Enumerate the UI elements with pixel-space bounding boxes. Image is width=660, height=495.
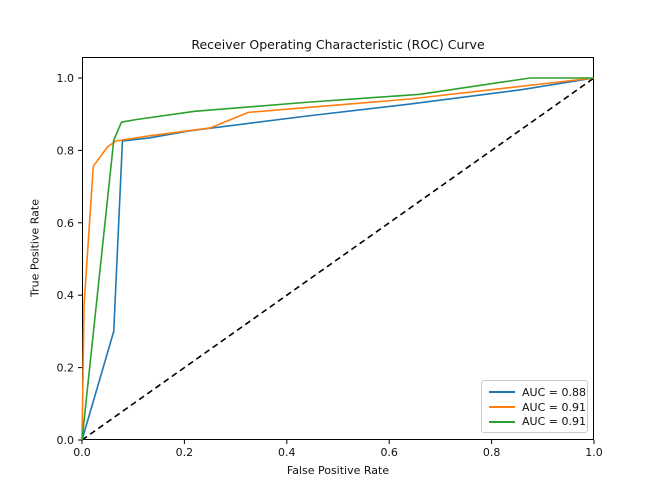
legend-row: AUC = 0.91 <box>489 414 586 429</box>
x-tick-label: 0.0 <box>73 446 91 459</box>
x-tick-label: 0.8 <box>483 446 501 459</box>
legend-label: AUC = 0.88 <box>522 385 586 399</box>
x-tick-label: 1.0 <box>585 446 603 459</box>
legend-line-swatch-blue <box>489 391 515 394</box>
legend-line-swatch-orange <box>489 406 515 408</box>
x-tick-label: 0.4 <box>278 446 296 459</box>
axes-spines <box>82 57 594 440</box>
y-tick-label: 0.8 <box>57 144 75 157</box>
y-axis-label: True Positive Rate <box>28 199 42 297</box>
legend-label: AUC = 0.91 <box>522 415 586 429</box>
legend-box: AUC = 0.88 AUC = 0.91 AUC = 0.91 <box>481 380 588 433</box>
y-tick-label: 0.6 <box>57 217 75 230</box>
x-axis-label: False Positive Rate <box>286 464 390 477</box>
y-tick-label: 0.0 <box>57 434 75 447</box>
chart-title: Receiver Operating Characteristic (ROC) … <box>191 37 485 52</box>
legend-row: AUC = 0.91 <box>489 400 586 415</box>
y-tick-label: 0.4 <box>57 289 75 302</box>
x-tick-label: 0.2 <box>176 446 194 459</box>
roc-curve-2 <box>81 77 594 441</box>
x-tick-label: 0.6 <box>380 446 398 459</box>
y-tick-label: 0.2 <box>57 362 75 375</box>
y-tick-label: 1.0 <box>57 72 75 85</box>
roc-curve-1 <box>81 77 595 441</box>
legend-label: AUC = 0.91 <box>522 400 586 414</box>
reference-diagonal-line <box>81 77 595 441</box>
legend-row: AUC = 0.88 <box>489 385 586 400</box>
legend-line-swatch-green <box>489 420 515 423</box>
